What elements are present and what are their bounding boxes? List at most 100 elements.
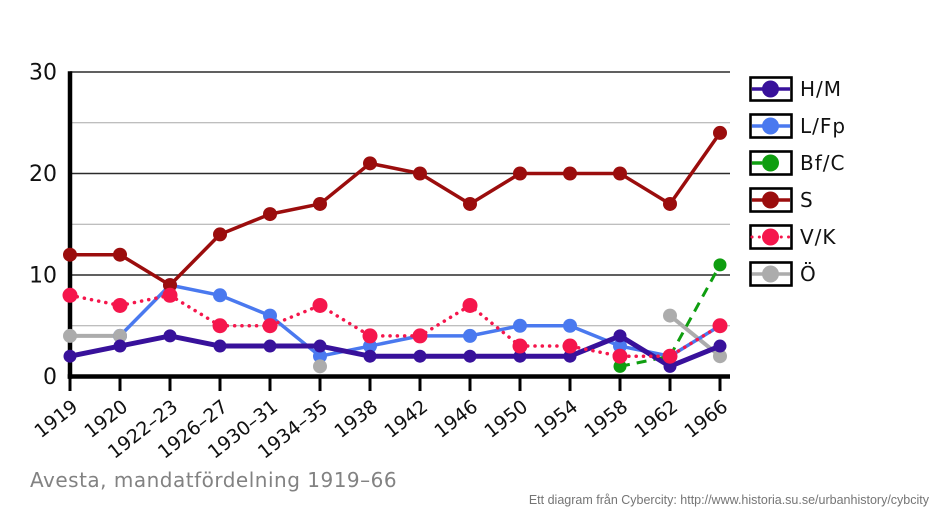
legend-key-marker: [762, 117, 779, 134]
series-s-point: [463, 196, 477, 211]
series-lfp-point: [363, 339, 377, 354]
legend-key-marker: [762, 228, 779, 245]
series-hm-point: [513, 349, 527, 363]
legend-key-marker: [762, 191, 779, 208]
legend: H/M L/Fp Bf/C S V/K Ö: [749, 70, 846, 292]
x-tick-label: 1919: [30, 396, 82, 443]
series-vk-point: [262, 318, 278, 334]
series-hm-point: [563, 349, 577, 363]
series-lfp-point: [313, 349, 327, 364]
y-tick-label: 0: [43, 365, 57, 390]
series-vk-point: [362, 328, 378, 344]
x-tick-label: 1950: [480, 396, 532, 443]
series-s-point: [113, 247, 127, 262]
x-tick-label: 1946: [430, 396, 482, 443]
series-lfp-point: [513, 318, 527, 333]
series-s-point: [63, 247, 77, 262]
series-lfp-point: [463, 328, 477, 343]
legend-item-s: S: [749, 181, 846, 218]
legend-key-marker: [762, 80, 779, 97]
series-lfp-point: [613, 339, 627, 354]
legend-key-o-icon: [749, 260, 793, 287]
series-hm-point: [613, 329, 627, 343]
series-hm-point: [713, 339, 727, 353]
x-tick-label: 1942: [380, 396, 432, 443]
series-hm-point: [463, 349, 477, 363]
legend-label-vk: V/K: [800, 224, 837, 249]
series-lfp-point: [563, 318, 577, 333]
series--point: [663, 308, 677, 323]
series-vk-point: [212, 318, 228, 334]
legend-item-hm: H/M: [749, 70, 846, 107]
series-s-line: [70, 131, 722, 287]
x-tick-label: 1962: [630, 396, 682, 443]
series-vk-point: [612, 348, 628, 364]
series-vk-point: [512, 338, 528, 354]
series-vk-point: [112, 297, 128, 313]
x-tick-label: 1966: [680, 396, 732, 443]
legend-key-marker: [762, 154, 779, 171]
series--point: [63, 328, 77, 343]
series-hm-point: [313, 339, 327, 353]
series--point: [713, 349, 727, 364]
series-hm-line: [69, 333, 721, 369]
legend-label-lfp: L/Fp: [800, 113, 847, 138]
series-bfc-point: [713, 258, 727, 272]
legend-key-lfp-icon: [749, 112, 793, 139]
series-s-point: [713, 125, 727, 140]
series-hm-point: [663, 359, 677, 373]
y-tick-label: 20: [29, 162, 57, 187]
series-vk-point: [462, 297, 478, 313]
series-hm-point: [213, 339, 227, 353]
legend-item-lfp: L/Fp: [749, 107, 846, 144]
x-tick-label: 1938: [330, 396, 382, 443]
series-s-point: [163, 278, 177, 293]
legend-key-s-icon: [749, 186, 793, 213]
series-vk-point: [562, 338, 578, 354]
series-s-point: [263, 207, 277, 222]
legend-key-vk-icon: [749, 223, 793, 250]
line-chart-plot: 191919201922–231926–271930–311934–351938…: [29, 61, 732, 464]
legend-label-o: Ö: [800, 261, 817, 286]
series-bfc-point: [613, 359, 627, 373]
legend-key-marker: [762, 265, 779, 282]
series--point: [313, 359, 327, 374]
series-hm-point: [113, 339, 127, 353]
series-vk-point: [312, 297, 328, 313]
series-vk-point: [412, 328, 428, 344]
series-vk-point: [162, 287, 178, 303]
legend-key-hm-icon: [749, 75, 793, 102]
legend-item-vk: V/K: [749, 218, 846, 255]
series-s-point: [613, 166, 627, 181]
series-s-point: [413, 166, 427, 181]
series-hm-point: [413, 349, 427, 363]
x-tick-label: 1958: [580, 396, 632, 443]
series-lfp-point: [263, 308, 277, 323]
series-s-point: [513, 166, 527, 181]
legend-key-bfc-icon: [749, 149, 793, 176]
series-s-point: [663, 196, 677, 211]
x-tick-label: 1954: [530, 396, 582, 443]
legend-item-bfc: Bf/C: [749, 144, 846, 181]
series-vk-point: [662, 348, 678, 364]
series-s-point: [213, 227, 227, 242]
attribution-text: Ett diagram från Cybercity: http://www.h…: [528, 493, 929, 507]
series-s-point: [563, 166, 577, 181]
series-lfp-point: [213, 288, 227, 303]
series-s-point: [363, 156, 377, 171]
series-hm-point: [163, 329, 177, 343]
y-tick-label: 10: [29, 264, 57, 289]
series-hm-point: [63, 349, 77, 363]
series-hm-point: [263, 339, 277, 353]
legend-label-s: S: [800, 187, 814, 212]
legend-label-hm: H/M: [800, 76, 843, 101]
series-hm-point: [363, 349, 377, 363]
series-s-point: [313, 196, 327, 211]
series-vk-point: [62, 287, 78, 303]
series-vk-point: [712, 318, 728, 334]
legend-item-o: Ö: [749, 255, 846, 292]
series--point: [113, 328, 127, 343]
y-tick-label: 30: [29, 61, 57, 86]
legend-label-bfc: Bf/C: [800, 150, 846, 175]
